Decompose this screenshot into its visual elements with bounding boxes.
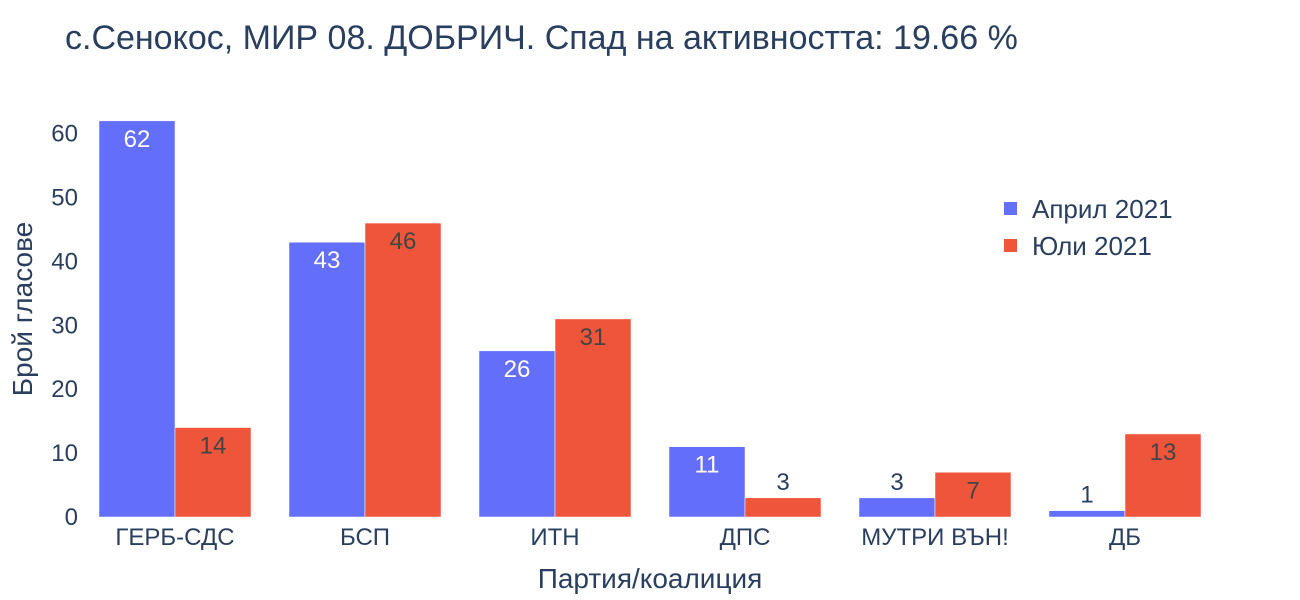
bar-july-0 <box>174 427 252 518</box>
y-tick-label: 0 <box>65 504 78 531</box>
bar-label-april-5: 1 <box>1080 482 1093 509</box>
x-tick-label: БСП <box>340 524 390 551</box>
legend-swatch-april <box>1004 202 1017 215</box>
bar-label-april-0: 62 <box>124 126 151 153</box>
y-tick-label: 60 <box>51 121 78 148</box>
chart-title: с.Сенокос, МИР 08. ДОБРИЧ. Спад на актив… <box>65 19 1018 57</box>
bar-july-5 <box>1124 433 1202 518</box>
bar-label-july-5: 13 <box>1150 439 1177 466</box>
x-tick-label: МУТРИ ВЪН! <box>861 524 1008 551</box>
x-axis-title: Партия/коалиция <box>538 563 763 594</box>
y-axis-title: Брой гласове <box>7 222 38 396</box>
bar-label-april-2: 26 <box>504 356 531 383</box>
x-tick-label: ДПС <box>720 524 771 551</box>
bar-april-2 <box>478 350 556 518</box>
bar-label-april-3: 11 <box>695 452 720 479</box>
bar-july-4 <box>934 472 1012 518</box>
bar-april-1 <box>288 241 366 518</box>
bar-label-july-4: 7 <box>966 477 979 504</box>
bar-label-july-2: 31 <box>580 324 607 351</box>
bar-april-5 <box>1048 510 1126 518</box>
legend-label-july: Юли 2021 <box>1032 231 1152 261</box>
y-tick-label: 20 <box>51 376 78 403</box>
bar-label-april-1: 43 <box>314 247 341 274</box>
bar-label-july-0: 14 <box>200 433 227 460</box>
bar-april-4 <box>858 497 936 518</box>
x-tick-label: ДБ <box>1109 524 1141 551</box>
bar-label-july-1: 46 <box>390 228 417 255</box>
x-tick-label: ГЕРБ-СДС <box>115 524 234 551</box>
bar-april-3 <box>668 446 746 518</box>
bar-label-july-3: 3 <box>776 469 789 496</box>
bar-july-1 <box>364 222 442 518</box>
y-tick-label: 30 <box>51 312 78 339</box>
x-axis-ticks: ГЕРБ-СДС БСП ИТН ДПС МУТРИ ВЪН! ДБ <box>115 524 1141 551</box>
y-axis-ticks: 0 10 20 30 40 50 60 <box>51 121 78 531</box>
x-tick-label: ИТН <box>530 524 579 551</box>
legend-swatch-july <box>1004 239 1017 252</box>
legend-label-april: Април 2021 <box>1032 194 1173 224</box>
legend: Април 2021 Юли 2021 <box>1004 194 1173 261</box>
y-tick-label: 10 <box>51 440 78 467</box>
bar-label-april-4: 3 <box>890 469 903 496</box>
bar-april-0 <box>98 120 176 518</box>
y-tick-label: 50 <box>51 185 78 212</box>
bar-july-2 <box>554 318 632 518</box>
bar-july-3 <box>744 497 822 518</box>
y-tick-label: 40 <box>51 248 78 275</box>
